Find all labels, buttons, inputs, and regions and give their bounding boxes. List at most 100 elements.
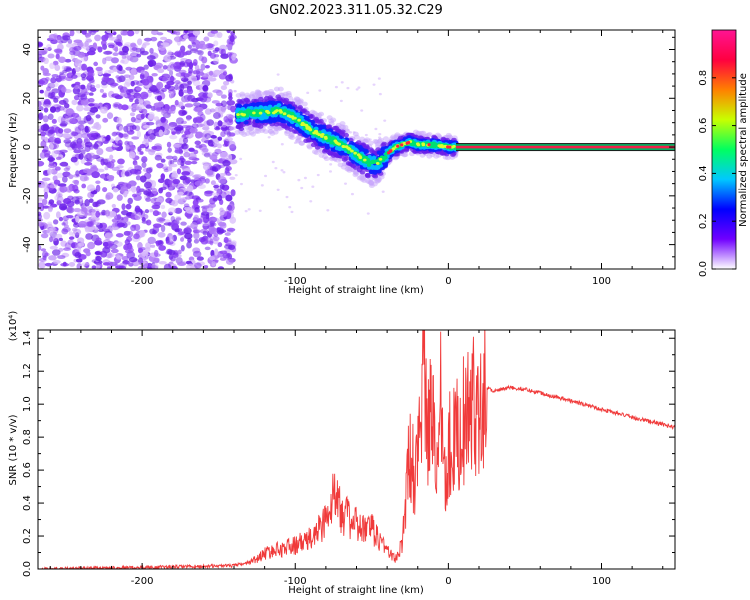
- noise-speckle: [86, 133, 92, 138]
- noise-speckle: [124, 249, 134, 254]
- noise-speckle: [110, 36, 118, 42]
- ridge-mark: [289, 111, 295, 116]
- sparse-speckle: [339, 99, 343, 103]
- noise-speckle: [133, 233, 140, 240]
- noise-speckle: [141, 217, 146, 222]
- sparse-speckle: [360, 109, 364, 112]
- noise-speckle: [150, 36, 158, 42]
- noise-speckle: [163, 222, 172, 226]
- ridge-mark: [376, 169, 382, 174]
- noise-speckle: [184, 190, 193, 197]
- ridge-mark: [245, 112, 250, 116]
- noise-speckle: [63, 224, 69, 228]
- noise-speckle: [156, 81, 164, 90]
- noise-speckle: [80, 149, 86, 155]
- noise-speckle: [210, 180, 216, 186]
- noise-speckle: [86, 212, 92, 216]
- noise-speckle: [111, 226, 119, 231]
- ridge-mark: [375, 165, 381, 170]
- noise-speckle: [219, 257, 227, 261]
- noise-speckle: [148, 113, 155, 120]
- noise-speckle: [142, 100, 151, 107]
- ridge-mark: [307, 126, 311, 130]
- noise-speckle: [133, 223, 141, 232]
- noise-speckle: [134, 214, 142, 220]
- noise-speckle: [71, 112, 80, 119]
- noise-speckle: [80, 93, 88, 101]
- noise-speckle: [116, 76, 123, 83]
- noise-speckle: [194, 116, 204, 124]
- noise-speckle: [83, 116, 88, 124]
- noise-speckle: [171, 199, 179, 207]
- noise-speckle: [191, 123, 199, 129]
- noise-speckle: [41, 177, 51, 182]
- ridge-mark: [359, 170, 366, 175]
- sparse-speckle: [290, 210, 294, 214]
- spectrogram-y-label: Frequency (Hz): [8, 112, 19, 188]
- noise-speckle: [208, 70, 214, 76]
- colorbar-tick-label: 0.2: [698, 213, 709, 229]
- noise-speckle: [209, 52, 217, 59]
- noise-speckle: [81, 77, 86, 81]
- noise-speckle: [141, 156, 148, 163]
- noise-speckle: [150, 180, 157, 188]
- flat-line-center: [456, 145, 675, 149]
- noise-speckle: [187, 94, 196, 102]
- colorbar-tick-label: 0.6: [698, 118, 709, 134]
- noise-speckle: [118, 132, 124, 139]
- noise-speckle: [116, 194, 123, 201]
- sparse-speckle: [378, 132, 382, 136]
- noise-speckle: [43, 57, 49, 64]
- noise-speckle: [146, 167, 153, 174]
- noise-speckle: [154, 62, 164, 69]
- noise-speckle: [209, 256, 215, 261]
- noise-speckle: [130, 80, 135, 87]
- noise-speckle: [161, 211, 167, 218]
- noise-speckle: [64, 58, 72, 63]
- noise-speckle: [137, 146, 142, 152]
- noise-speckle: [225, 74, 233, 82]
- noise-speckle: [129, 98, 134, 103]
- ridge-mark: [320, 135, 324, 138]
- ridge-mark: [326, 124, 333, 129]
- noise-speckle: [149, 208, 154, 213]
- colorbar-label: Normalized spectral amplitude: [738, 73, 749, 227]
- noise-speckle: [180, 237, 185, 242]
- noise-speckle: [91, 125, 99, 129]
- noise-speckle: [95, 200, 101, 207]
- noise-speckle: [153, 116, 160, 122]
- noise-speckle: [120, 59, 125, 64]
- noise-speckle: [63, 139, 72, 144]
- ridge-mark: [317, 133, 321, 137]
- noise-speckle: [196, 256, 204, 261]
- noise-speckle: [94, 251, 101, 255]
- noise-speckle: [49, 143, 54, 150]
- noise-speckle: [174, 65, 182, 72]
- noise-speckle: [227, 89, 233, 95]
- noise-speckle: [215, 89, 223, 97]
- noise-speckle: [124, 171, 130, 177]
- noise-speckle: [76, 243, 82, 251]
- noise-speckle: [160, 158, 166, 163]
- noise-speckle: [222, 80, 230, 86]
- ridge-mark: [262, 91, 269, 96]
- noise-speckle: [121, 55, 127, 59]
- noise-speckle: [53, 48, 63, 53]
- ridge-mark: [367, 154, 372, 159]
- noise-speckle: [157, 232, 166, 238]
- sparse-speckle: [247, 208, 251, 211]
- noise-speckle: [85, 36, 91, 44]
- noise-speckle: [39, 77, 49, 85]
- noise-speckle: [44, 129, 54, 136]
- noise-speckle: [168, 124, 175, 131]
- noise-speckle: [161, 87, 167, 93]
- noise-speckle: [95, 265, 101, 269]
- noise-speckle: [177, 249, 182, 255]
- ridge-mark: [304, 115, 310, 120]
- noise-speckle: [173, 126, 182, 131]
- noise-speckle: [84, 32, 92, 38]
- noise-speckle: [58, 162, 67, 166]
- noise-speckle: [38, 53, 43, 59]
- ridge-mark: [347, 147, 352, 151]
- noise-speckle: [171, 131, 176, 135]
